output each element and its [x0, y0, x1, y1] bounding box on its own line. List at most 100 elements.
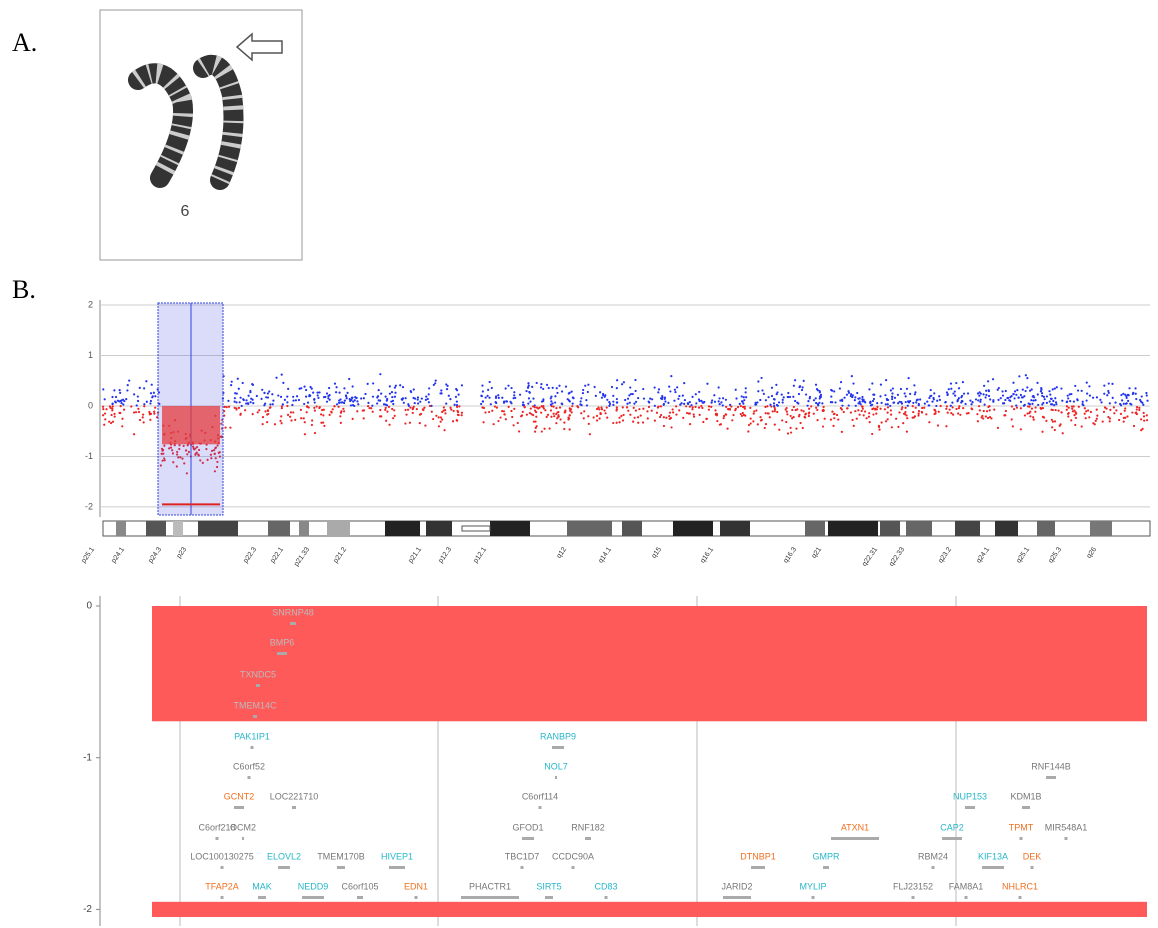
probe-dot: [112, 403, 114, 405]
probe-dot: [126, 389, 128, 391]
probe-dot: [1015, 404, 1017, 406]
probe-dot: [670, 375, 672, 377]
probe-dot: [766, 405, 768, 407]
probe-dot: [393, 409, 395, 411]
probe-dot: [1013, 393, 1015, 395]
gene-bar: [1046, 776, 1056, 779]
probe-dot: [367, 402, 369, 404]
probe-dot: [549, 427, 551, 429]
probe-dot: [552, 406, 554, 408]
probe-dot: [1020, 401, 1022, 403]
gene-bar: [605, 896, 608, 899]
ideogram-band: [1037, 521, 1055, 536]
probe-dot: [449, 398, 451, 400]
probe-dot: [1029, 415, 1031, 417]
gene-label: PHACTR1: [469, 881, 511, 891]
probe-dot: [580, 412, 582, 414]
probe-dot: [420, 413, 422, 415]
probe-dot: [851, 375, 853, 377]
probe-dot: [853, 425, 855, 427]
probe-dot: [702, 421, 704, 423]
gene-label: TPMT: [1009, 822, 1034, 832]
probe-dot: [793, 385, 795, 387]
probe-dot: [798, 415, 800, 417]
y-tick-label: -1: [83, 752, 92, 763]
probe-dot: [802, 386, 804, 388]
probe-dot: [495, 397, 497, 399]
probe-dot: [456, 419, 458, 421]
probe-dot: [785, 421, 787, 423]
probe-dot: [700, 400, 702, 402]
probe-dot: [674, 391, 676, 393]
probe-dot: [771, 395, 773, 397]
gene-bar: [277, 652, 287, 655]
probe-dot: [394, 392, 396, 394]
probe-dot: [985, 396, 987, 398]
probe-dot: [963, 393, 965, 395]
probe-dot: [274, 423, 276, 425]
probe-dot: [851, 396, 853, 398]
probe-dot: [602, 394, 604, 396]
probe-dot: [885, 403, 887, 405]
probe-dot: [891, 398, 893, 400]
probe-dot: [740, 405, 742, 407]
gene-label: KDM1B: [1010, 791, 1041, 801]
probe-dot: [550, 400, 552, 402]
probe-dot: [1032, 399, 1034, 401]
probe-dot: [438, 425, 440, 427]
probe-dot: [691, 396, 693, 398]
probe-dot: [104, 412, 106, 414]
ideogram-band: [955, 521, 980, 536]
probe-dot: [1143, 415, 1145, 417]
probe-dot: [1020, 407, 1022, 409]
probe-dot: [684, 399, 686, 401]
probe-dot: [1146, 414, 1148, 416]
probe-dot: [890, 389, 892, 391]
probe-dot: [1034, 399, 1036, 401]
probe-dot: [623, 414, 625, 416]
probe-dot: [741, 400, 743, 402]
probe-dot: [831, 401, 833, 403]
probe-dot: [678, 409, 680, 411]
probe-dot: [353, 405, 355, 407]
probe-dot: [425, 396, 427, 398]
probe-dot: [135, 411, 137, 413]
probe-dot: [642, 388, 644, 390]
probe-dot: [314, 410, 316, 412]
probe-dot: [970, 403, 972, 405]
probe-dot: [854, 396, 856, 398]
probe-dot: [1082, 401, 1084, 403]
probe-dot: [901, 408, 903, 410]
probe-dot: [616, 422, 618, 424]
probe-dot: [905, 395, 907, 397]
probe-dot: [1096, 415, 1098, 417]
probe-dot: [905, 407, 907, 409]
probe-dot: [346, 397, 348, 399]
probe-dot: [757, 380, 759, 382]
probe-dot: [698, 391, 700, 393]
probe-dot: [947, 412, 949, 414]
probe-dot: [306, 411, 308, 413]
probe-dot: [346, 392, 348, 394]
probe-dot: [804, 413, 806, 415]
probe-dot: [404, 422, 406, 424]
probe-dot: [238, 407, 240, 409]
probe-dot: [333, 405, 335, 407]
probe-dot: [419, 422, 421, 424]
probe-dot: [314, 432, 316, 434]
probe-dot: [386, 404, 388, 406]
probe-dot: [731, 419, 733, 421]
probe-dot: [108, 421, 110, 423]
probe-dot: [269, 407, 271, 409]
ideogram-band: [268, 521, 290, 536]
probe-dot: [934, 412, 936, 414]
probe-dot: [663, 416, 665, 418]
probe-dot: [869, 401, 871, 403]
probe-dot: [498, 397, 500, 399]
gene-label: FLJ23152: [893, 881, 933, 891]
probe-dot: [1025, 374, 1027, 376]
probe-dot: [133, 433, 135, 435]
probe-dot: [443, 429, 445, 431]
probe-dot: [699, 414, 701, 416]
probe-dot: [818, 402, 820, 404]
